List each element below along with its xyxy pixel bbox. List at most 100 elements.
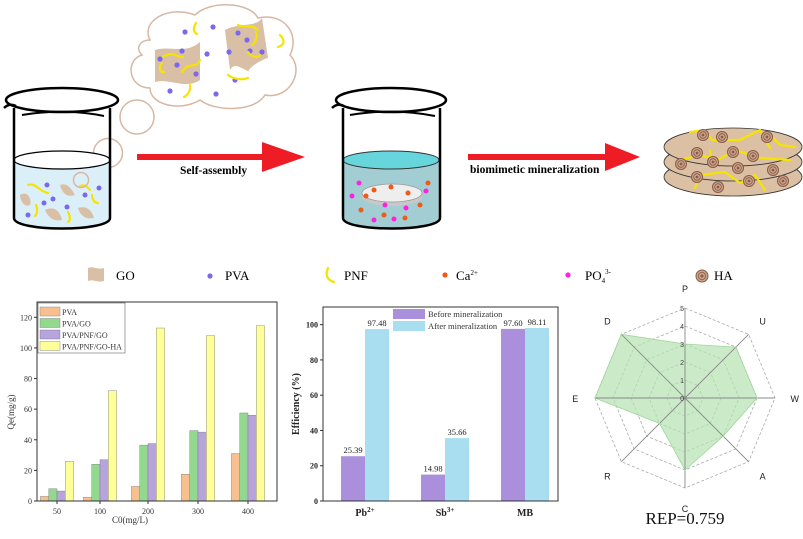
ha-core bbox=[711, 160, 715, 164]
legend-label-pva: PVA bbox=[225, 268, 250, 283]
bar-pva-go-100 bbox=[91, 464, 101, 502]
legend-label: PVA bbox=[62, 308, 77, 317]
axis-label-d: D bbox=[604, 316, 611, 326]
bar-pva-pnf-go-200 bbox=[147, 443, 157, 502]
legend-label-po4-sup: 3- bbox=[605, 268, 612, 276]
ha-ring bbox=[779, 177, 787, 185]
ha-ring bbox=[763, 133, 771, 141]
mineralization-arrow bbox=[468, 143, 640, 171]
x-tick-label-text: MB bbox=[517, 508, 533, 519]
legend-label-po4-sub: 4 bbox=[602, 277, 606, 285]
y-tick-label: 0 bbox=[28, 497, 32, 506]
y-tick-label: 80 bbox=[24, 375, 32, 384]
y-tick-label: 100 bbox=[20, 344, 32, 353]
adsorption-capacity-chart: 0 20 40 60 80 100 120 50 100 200 300 400 C0(mg/L) Qe(… bbox=[6, 301, 278, 525]
x-tick-label: 300 bbox=[192, 507, 204, 516]
ha-core bbox=[736, 166, 740, 170]
ha-particle bbox=[691, 171, 703, 183]
po4-dot-icon bbox=[565, 272, 571, 278]
ha-particle bbox=[761, 131, 773, 143]
ha-ring bbox=[769, 166, 777, 174]
legend-label: After mineralization bbox=[428, 321, 498, 331]
ha-ring bbox=[729, 148, 737, 156]
ha-particle bbox=[716, 131, 728, 143]
axis-label-a: A bbox=[760, 472, 766, 482]
y-tick-label: 60 bbox=[310, 391, 318, 400]
bar-pva-400 bbox=[231, 453, 240, 502]
self-assembly-arrow bbox=[137, 142, 305, 172]
data-point-r bbox=[658, 422, 661, 425]
ha-ring bbox=[698, 271, 707, 280]
legend-label: PVA/PNF/GO bbox=[62, 331, 108, 340]
ha-core bbox=[765, 135, 769, 139]
bar-pva-pnf-go-300 bbox=[197, 431, 207, 502]
y-tick-label: 120 bbox=[20, 313, 32, 322]
ha-core bbox=[679, 162, 683, 166]
beaker-precursor bbox=[3, 86, 120, 230]
removal-efficiency-chart: 25.39 14.98 97.60 97.48 35.66 98.11 0 20 40 60 80 1… bbox=[291, 306, 559, 519]
data-label: 98.11 bbox=[528, 317, 547, 327]
y-tick-label: 20 bbox=[310, 462, 318, 471]
thought-cloud bbox=[92, 4, 297, 169]
ha-core bbox=[747, 179, 751, 183]
r-tick-label: 3 bbox=[680, 342, 684, 349]
ha-core bbox=[695, 151, 699, 155]
legend-item-pva: PVA bbox=[207, 268, 250, 283]
r-tick-label: 0 bbox=[680, 396, 684, 403]
bar-before-mb bbox=[501, 328, 525, 501]
y-tick-label: 100 bbox=[306, 321, 318, 330]
ha-ring bbox=[718, 133, 726, 141]
ha-core bbox=[720, 135, 724, 139]
bar-before-sb bbox=[421, 474, 445, 501]
ha-core bbox=[695, 175, 699, 179]
bar-after-mb bbox=[525, 327, 549, 501]
data-label: 35.66 bbox=[447, 427, 466, 437]
ha-ring bbox=[693, 173, 701, 181]
ca-dot-icon bbox=[442, 272, 448, 278]
axis-line bbox=[621, 334, 686, 399]
pva-dot-icon bbox=[207, 273, 213, 279]
bar-pva-pnf-go-ha-300 bbox=[206, 335, 215, 502]
legend-swatch bbox=[393, 321, 425, 331]
axis-line bbox=[684, 334, 749, 399]
legend-label-ca: Ca2+ bbox=[456, 268, 478, 283]
bar-pva-pnf-go-ha-200 bbox=[156, 327, 165, 502]
plot-frame bbox=[36, 301, 278, 502]
legend-label: PVA/GO bbox=[62, 320, 91, 329]
go-sheet-icon bbox=[88, 267, 104, 282]
bar-pva-300 bbox=[181, 474, 190, 502]
axis-label-w: W bbox=[791, 394, 800, 404]
x-tick-label: 100 bbox=[94, 507, 106, 516]
ha-core bbox=[701, 133, 705, 137]
ha-core bbox=[781, 179, 785, 183]
self-assembly-label: Self-assembly bbox=[180, 165, 247, 177]
plot-frame bbox=[322, 306, 559, 502]
bar-pva-pnf-go-ha-50 bbox=[65, 461, 74, 502]
ha-ring bbox=[734, 164, 742, 172]
x-tick-label: 50 bbox=[53, 507, 61, 516]
ha-particle bbox=[712, 181, 724, 193]
ha-particle bbox=[707, 156, 719, 168]
ha-ring bbox=[745, 177, 753, 185]
x-tick-label: Sb3+ bbox=[436, 506, 455, 519]
axis-line bbox=[621, 397, 686, 462]
data-label: 97.48 bbox=[367, 318, 386, 328]
axis-label-p: P bbox=[682, 284, 688, 294]
data-point-p bbox=[684, 343, 686, 345]
bar-before-pb bbox=[341, 456, 365, 501]
data-point-c bbox=[684, 469, 686, 471]
y-tick-label: 60 bbox=[24, 405, 32, 414]
legend-swatch bbox=[39, 329, 61, 340]
legend-swatch bbox=[39, 341, 61, 351]
x-tick-label: 400 bbox=[242, 507, 254, 516]
sustainability-radar-chart: P U W A C R E D 0 1 2 3 4 5 REP=0.759 bbox=[572, 284, 799, 528]
data-label: 14.98 bbox=[423, 464, 442, 474]
y-tick-label: 40 bbox=[310, 426, 318, 435]
ha-ring bbox=[693, 149, 701, 157]
legend-label: Before mineralization bbox=[428, 309, 503, 319]
legend-item-ca: Ca2+ bbox=[442, 268, 478, 283]
y-tick-label: 20 bbox=[24, 466, 32, 475]
x-tick-label-text: Sb bbox=[436, 508, 448, 519]
bar-pva-pnf-go-100 bbox=[99, 459, 109, 502]
axis-label-r: R bbox=[604, 472, 611, 482]
